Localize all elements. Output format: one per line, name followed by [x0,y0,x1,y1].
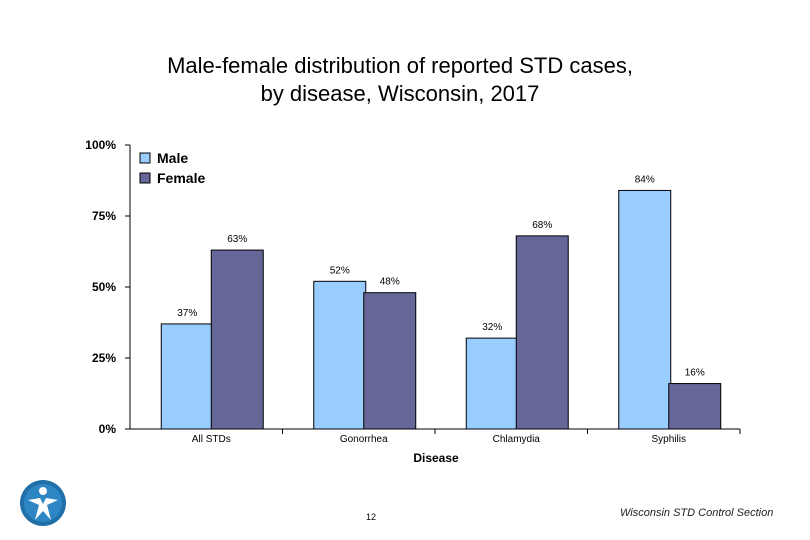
bar-female [210,249,264,430]
y-tick-label: 50% [92,280,116,294]
x-axis-title: Disease [413,451,459,465]
x-tick-label: Gonorrhea [340,434,388,445]
y-tick-label: 25% [92,351,116,365]
bar-male [465,337,519,430]
x-tick-label: Chlamydia [493,434,541,445]
y-tick-label: 75% [92,209,116,223]
source-credit: Wisconsin STD Control Section [620,507,774,519]
bar-male [618,189,672,430]
bar-female [363,292,417,430]
data-label: 68% [532,220,552,231]
bar-female [668,383,722,430]
data-label: 48% [380,277,400,288]
bar-male [313,280,367,430]
chart-title-line-1: Male-female distribution of reported STD… [167,53,633,78]
data-label: 37% [177,308,197,319]
data-label: 63% [227,234,247,245]
data-label: 52% [330,265,350,276]
legend-label-male: Male [157,150,188,166]
legend-swatch-female [139,172,151,184]
data-label: 84% [635,174,655,185]
chart-title: Male-female distribution of reported STD… [0,52,800,108]
x-tick-label: All STDs [192,434,231,445]
page-number: 12 [366,512,377,522]
y-tick-label: 0% [99,422,117,436]
x-tick-label: Syphilis [652,434,686,445]
legend-swatch-male [139,152,151,164]
data-label: 16% [685,368,705,379]
dhs-logo-icon [20,480,66,526]
chart-title-line-2: by disease, Wisconsin, 2017 [260,81,540,106]
y-tick-label: 100% [85,138,116,152]
legend-label-female: Female [157,170,205,186]
data-label: 32% [482,322,502,333]
bar-female [515,235,569,430]
bar-male [160,323,214,430]
